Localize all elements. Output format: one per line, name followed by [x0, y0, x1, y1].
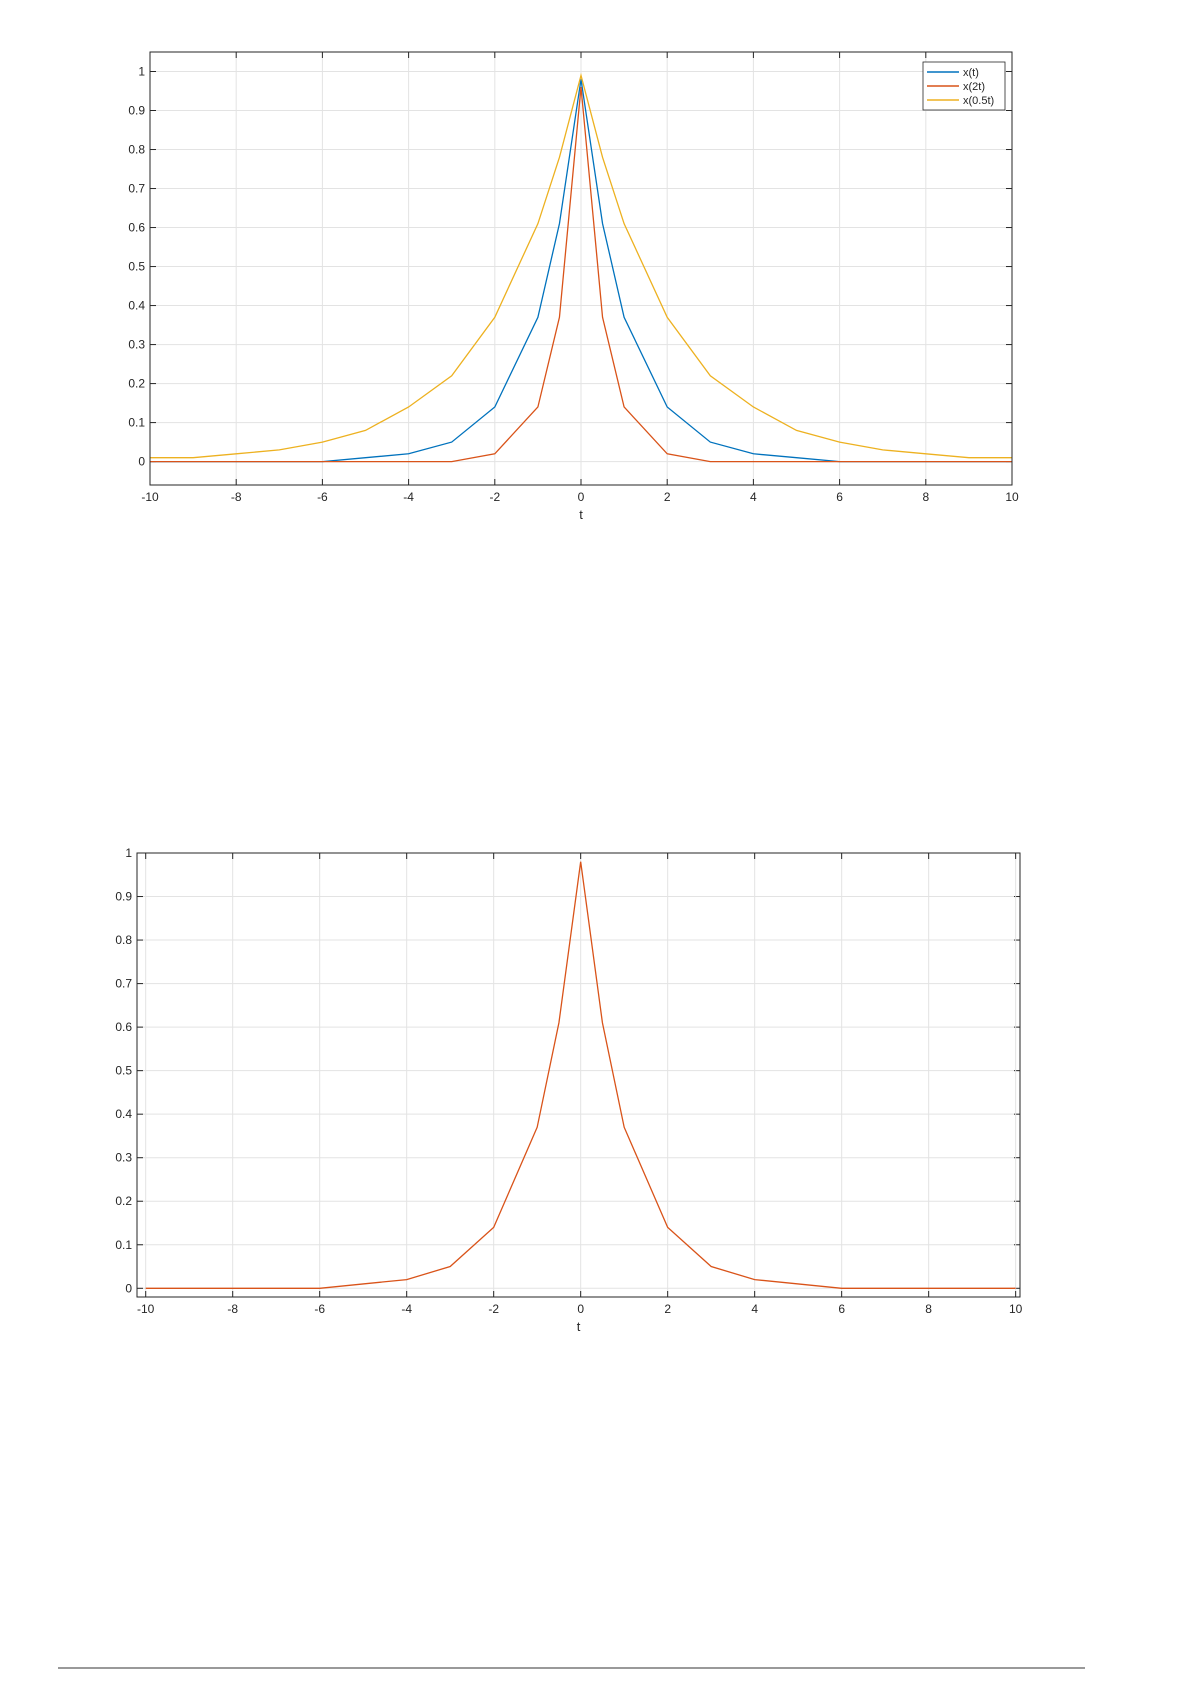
y-tick-label: 0.2	[128, 377, 145, 391]
y-tick-label: 0.3	[128, 338, 145, 352]
chart: 0 0.1 0.2 0.3 0.4 0.5 0.6 0.7 0.8 0.9 1 -10 -8 -6 -4 -2…	[128, 51, 1019, 522]
y-tick-label: 0.8	[128, 143, 145, 157]
y-tick-label: 0.6	[115, 1020, 132, 1034]
y-tick-label: 0.2	[115, 1194, 132, 1208]
x-tick-label: 2	[664, 1302, 671, 1316]
y-tick-label: 0.4	[115, 1107, 132, 1121]
y-tick-label: 0.9	[115, 890, 132, 904]
x-tick-label: 6	[838, 1302, 845, 1316]
plot-area	[137, 853, 1020, 1297]
data-line	[150, 72, 1012, 459]
data-line	[145, 861, 1016, 1289]
legend-label: x(0.5t)	[963, 95, 994, 107]
x-tick-label: -8	[231, 490, 242, 504]
x-tick-label: -10	[137, 1302, 155, 1316]
legend-label: x(t)	[963, 67, 979, 79]
x-tick-label: -4	[401, 1302, 412, 1316]
legend-label: x(2t)	[963, 81, 985, 93]
y-tick-label: 0.1	[128, 416, 145, 430]
x-tick-label: 6	[836, 490, 843, 504]
y-tick-label: 1	[125, 846, 132, 860]
x-tick-label: -8	[227, 1302, 238, 1316]
data-line	[150, 87, 1012, 463]
chart: 0 0.1 0.2 0.3 0.4 0.5 0.6 0.7 0.8 0.9 1 -10 -8 -6 -4 -2…	[115, 846, 1022, 1334]
y-tick-label: 0.8	[115, 933, 132, 947]
x-tick-label: 4	[751, 1302, 758, 1316]
x-tick-label: 10	[1005, 490, 1019, 504]
y-tick-label: 0.5	[128, 260, 145, 274]
x-tick-label: -4	[403, 490, 414, 504]
x-tick-label: 8	[925, 1302, 932, 1316]
y-tick-label: 0.1	[115, 1238, 132, 1252]
x-tick-label: -10	[141, 490, 159, 504]
y-tick-label: 1	[138, 65, 145, 79]
x-tick-label: -6	[314, 1302, 325, 1316]
x-tick-label: 8	[922, 490, 929, 504]
x-tick-label: -2	[489, 490, 500, 504]
y-tick-label: 0.9	[128, 104, 145, 118]
y-tick-label: 0	[125, 1281, 132, 1295]
x-axis-label: t	[577, 1319, 581, 1334]
axes-box	[149, 51, 1013, 486]
x-axis-label: t	[579, 507, 583, 522]
y-tick-label: 0	[138, 455, 145, 469]
x-tick-label: 2	[664, 490, 671, 504]
x-tick-label: 0	[578, 490, 585, 504]
x-tick-label: -2	[488, 1302, 499, 1316]
x-tick-label: 4	[750, 490, 757, 504]
axes-box	[136, 852, 1021, 1298]
y-tick-label: 0.4	[128, 299, 145, 313]
x-tick-label: 0	[577, 1302, 584, 1316]
y-tick-label: 0.7	[115, 977, 132, 991]
y-tick-label: 0.5	[115, 1064, 132, 1078]
x-tick-label: 10	[1009, 1302, 1023, 1316]
y-tick-label: 0.6	[128, 221, 145, 235]
y-tick-label: 0.7	[128, 182, 145, 196]
y-tick-label: 0.3	[115, 1151, 132, 1165]
x-tick-label: -6	[317, 490, 328, 504]
